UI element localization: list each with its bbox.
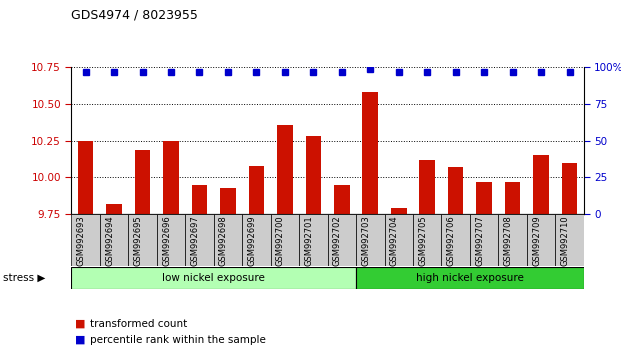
Bar <box>248 166 265 214</box>
Text: GSM992709: GSM992709 <box>532 216 541 266</box>
Text: high nickel exposure: high nickel exposure <box>416 273 524 283</box>
Bar <box>214 214 242 266</box>
Text: low nickel exposure: low nickel exposure <box>162 273 265 283</box>
Bar <box>106 204 122 214</box>
Bar <box>384 214 413 266</box>
Text: GSM992708: GSM992708 <box>504 216 512 267</box>
Bar <box>448 167 463 214</box>
Bar <box>135 149 150 214</box>
Bar <box>242 214 271 266</box>
Bar <box>413 214 442 266</box>
Text: GSM992707: GSM992707 <box>475 216 484 267</box>
Bar <box>555 214 584 266</box>
Text: GSM992706: GSM992706 <box>446 216 456 267</box>
Bar <box>505 182 520 214</box>
Text: GSM992703: GSM992703 <box>361 216 370 267</box>
Text: GSM992704: GSM992704 <box>390 216 399 266</box>
Text: GSM992700: GSM992700 <box>276 216 285 266</box>
Text: GSM992696: GSM992696 <box>162 216 171 267</box>
Text: GDS4974 / 8023955: GDS4974 / 8023955 <box>71 9 198 22</box>
Text: percentile rank within the sample: percentile rank within the sample <box>90 335 266 345</box>
Text: stress ▶: stress ▶ <box>3 273 45 283</box>
Text: GSM992702: GSM992702 <box>333 216 342 266</box>
Bar <box>71 267 356 289</box>
Bar <box>363 92 378 214</box>
Bar <box>78 141 94 214</box>
Text: GSM992705: GSM992705 <box>418 216 427 266</box>
Text: GSM992699: GSM992699 <box>247 216 256 266</box>
Bar <box>100 214 129 266</box>
Bar <box>391 208 407 214</box>
Bar <box>476 182 492 214</box>
Bar <box>156 214 185 266</box>
Text: ■: ■ <box>75 335 85 345</box>
Text: ■: ■ <box>75 319 85 329</box>
Bar <box>334 185 350 214</box>
Text: GSM992698: GSM992698 <box>219 216 228 267</box>
Text: GSM992695: GSM992695 <box>134 216 143 266</box>
Bar <box>442 214 470 266</box>
Bar <box>277 125 292 214</box>
Bar <box>527 214 555 266</box>
Bar <box>328 214 356 266</box>
Bar <box>220 188 236 214</box>
Bar <box>163 141 179 214</box>
Bar <box>306 136 321 214</box>
Text: GSM992701: GSM992701 <box>304 216 314 266</box>
Bar <box>185 214 214 266</box>
Bar <box>356 214 384 266</box>
Bar <box>533 155 549 214</box>
Bar <box>470 214 498 266</box>
Text: GSM992693: GSM992693 <box>76 216 86 267</box>
Bar <box>299 214 328 266</box>
Bar <box>129 214 156 266</box>
Bar <box>498 214 527 266</box>
Bar <box>419 160 435 214</box>
Bar <box>71 214 100 266</box>
Text: GSM992710: GSM992710 <box>561 216 569 266</box>
Bar <box>356 267 584 289</box>
Text: GSM992697: GSM992697 <box>191 216 199 267</box>
Bar <box>192 185 207 214</box>
Text: GSM992694: GSM992694 <box>105 216 114 266</box>
Bar <box>271 214 299 266</box>
Text: transformed count: transformed count <box>90 319 188 329</box>
Bar <box>561 163 578 214</box>
